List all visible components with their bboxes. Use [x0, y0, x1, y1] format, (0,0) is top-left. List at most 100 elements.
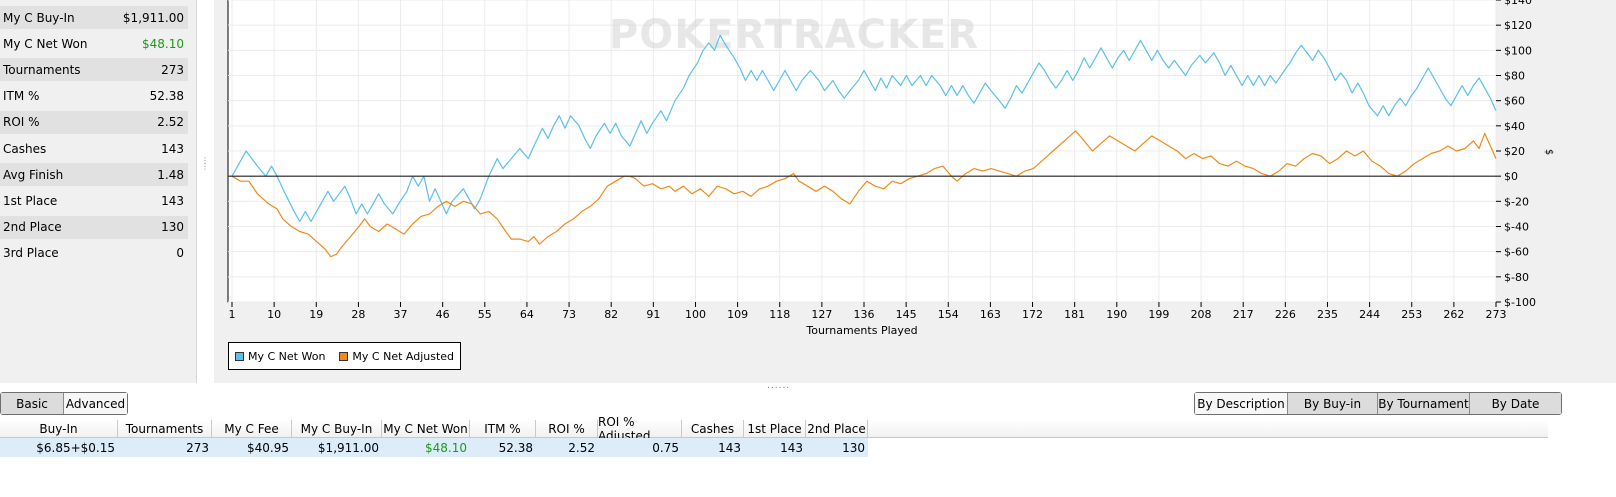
y-tick-label: $0 — [1504, 170, 1518, 183]
tab-by-tournament[interactable]: By Tournament — [1377, 393, 1469, 414]
y-tick-label: $-100 — [1504, 296, 1536, 309]
column-header-my-c-buy-in[interactable]: My C Buy-In — [292, 420, 382, 438]
stat-row-my-c-buy-in: My C Buy-In $1,911.00 — [0, 6, 188, 29]
y-tick-label: $140 — [1504, 0, 1532, 7]
chart-legend: My C Net Won My C Net Adjusted — [228, 342, 462, 370]
y-tick-label: $-80 — [1504, 271, 1529, 284]
stat-label: ROI % — [3, 115, 40, 130]
stat-value: 143 — [161, 193, 184, 208]
column-header-buy-in[interactable]: Buy-In — [0, 420, 118, 438]
stat-label: My C Buy-In — [3, 10, 75, 25]
x-tick-label: 244 — [1359, 308, 1380, 321]
x-tick-label: 127 — [811, 308, 832, 321]
legend-item-my-c-net-won: My C Net Won — [235, 350, 325, 363]
legend-label: My C Net Won — [248, 349, 326, 363]
table-cell-tournaments: 273 — [186, 440, 209, 455]
table-cell-1st-place: 143 — [780, 440, 803, 455]
x-tick-label: 208 — [1191, 308, 1212, 321]
stat-row-my-c-net-won: My C Net Won $48.10 — [0, 32, 188, 55]
stat-row-1st-place: 1st Place 143 — [0, 189, 188, 212]
x-tick-label: 136 — [854, 308, 875, 321]
horizontal-splitter-handle[interactable]: ...... — [767, 381, 791, 391]
group-by-tabs: By Description By Buy-in By Tournament By D… — [1194, 392, 1562, 415]
legend-label: My C Net Adjusted — [352, 349, 455, 363]
column-header-my-c-net-won[interactable]: My C Net Won — [382, 420, 470, 438]
legend-swatch — [339, 351, 349, 361]
x-tick-label: 10 — [267, 308, 281, 321]
x-axis-ticks: 1 10 19 28 37 46 55 64 73 82 91 100 109 118 127 136 145 1… — [229, 302, 1507, 321]
y-tick-label: $80 — [1504, 70, 1525, 83]
y-tick-label: $100 — [1504, 44, 1532, 57]
x-tick-label: 226 — [1275, 308, 1296, 321]
column-header-roi-adjusted[interactable]: ROI % Adjusted — [598, 415, 682, 443]
x-tick-label: 73 — [562, 308, 576, 321]
tab-basic[interactable]: Basic — [1, 393, 63, 414]
stat-value: 0 — [176, 246, 184, 261]
y-tick-label: $-40 — [1504, 221, 1529, 234]
x-tick-label: 91 — [646, 308, 660, 321]
stat-row-cashes: Cashes 143 — [0, 137, 188, 160]
tab-by-description[interactable]: By Description — [1195, 393, 1287, 414]
chart-area: POKERTRACKER 1 10 19 28 37 46 55 64 73 82 91 100 109… — [214, 0, 1616, 383]
stat-row-tournaments: Tournaments 273 — [0, 58, 188, 82]
y-tick-label: $60 — [1504, 95, 1525, 108]
stat-label: 3rd Place — [3, 246, 59, 261]
stat-value: 143 — [161, 141, 184, 156]
x-tick-label: 37 — [394, 308, 408, 321]
x-tick-label: 163 — [980, 308, 1001, 321]
x-tick-label: 64 — [520, 308, 534, 321]
table-cell-my-c-buy-in: $1,911.00 — [317, 440, 379, 455]
stat-label: 2nd Place — [3, 220, 62, 235]
stat-row-roi: ROI % 2.52 — [0, 110, 188, 134]
stat-label: Tournaments — [3, 62, 81, 77]
table-cell-2nd-place: 130 — [842, 440, 865, 455]
tab-by-buy-in[interactable]: By Buy-in — [1287, 393, 1377, 414]
y-axis-ticks: $140 $120 $100 $80 $60 $40 $20 $0 $-20 $-40 $-60 $-… — [1496, 0, 1536, 309]
x-tick-label: 262 — [1443, 308, 1464, 321]
column-header-itm[interactable]: ITM % — [470, 420, 536, 438]
x-tick-label: 46 — [436, 308, 450, 321]
stat-label: Avg Finish — [3, 167, 64, 182]
y-tick-label: $120 — [1504, 19, 1532, 32]
column-header-tournaments[interactable]: Tournaments — [118, 420, 212, 438]
legend-swatch — [235, 351, 244, 361]
x-tick-label: 154 — [938, 308, 959, 321]
stat-label: Cashes — [3, 141, 47, 156]
y-tick-label: $-20 — [1504, 195, 1529, 208]
x-tick-label: 190 — [1106, 308, 1127, 321]
stat-row-avg-finish: Avg Finish 1.48 — [0, 163, 188, 187]
y-axis-label: $ — [1543, 149, 1554, 155]
stats-panel: My C Buy-In $1,911.00 My C Net Won $48.10 To… — [0, 0, 197, 383]
legend-item-my-c-net-adjusted: My C Net Adjusted — [339, 350, 454, 363]
stat-label: 1st Place — [3, 193, 58, 208]
chart-series — [231, 34, 1497, 258]
x-tick-label: 28 — [351, 308, 365, 321]
x-tick-label: 253 — [1401, 308, 1422, 321]
column-header-2nd-place[interactable]: 2nd Place — [806, 420, 868, 438]
stat-value: $1,911.00 — [122, 10, 184, 25]
stat-value: $48.10 — [142, 36, 184, 51]
tab-by-date[interactable]: By Date — [1469, 393, 1561, 414]
table-cell-roi: 2.52 — [568, 440, 595, 455]
vertical-splitter-handle[interactable]: ⋮ ⋮ — [201, 156, 209, 171]
tab-advanced[interactable]: Advanced — [63, 393, 127, 414]
chart-grid — [228, 0, 1497, 303]
series-line-my-c-net-won — [231, 34, 1497, 223]
x-tick-label: 273 — [1486, 308, 1507, 321]
x-tick-label: 199 — [1148, 308, 1169, 321]
stat-value: 2.52 — [157, 115, 184, 130]
view-mode-tabs: Basic Advanced — [0, 392, 128, 415]
column-header-roi[interactable]: ROI % — [536, 420, 598, 438]
y-tick-label: $40 — [1504, 120, 1525, 133]
column-header-my-c-fee[interactable]: My C Fee — [212, 420, 292, 438]
column-header-1st-place[interactable]: 1st Place — [744, 420, 806, 438]
stat-row-itm: ITM % 52.38 — [0, 85, 188, 108]
x-tick-label: 181 — [1064, 308, 1085, 321]
table-row[interactable]: $6.85+$0.15 273 $40.95 $1,911.00 $48.10 52.38… — [0, 438, 868, 457]
column-header-cashes[interactable]: Cashes — [682, 420, 744, 438]
stat-value: 273 — [161, 62, 184, 77]
stat-label: My C Net Won — [3, 36, 88, 51]
x-tick-label: 109 — [727, 308, 748, 321]
stat-value: 1.48 — [157, 167, 184, 182]
stat-row-3rd-place: 3rd Place 0 — [0, 242, 188, 265]
